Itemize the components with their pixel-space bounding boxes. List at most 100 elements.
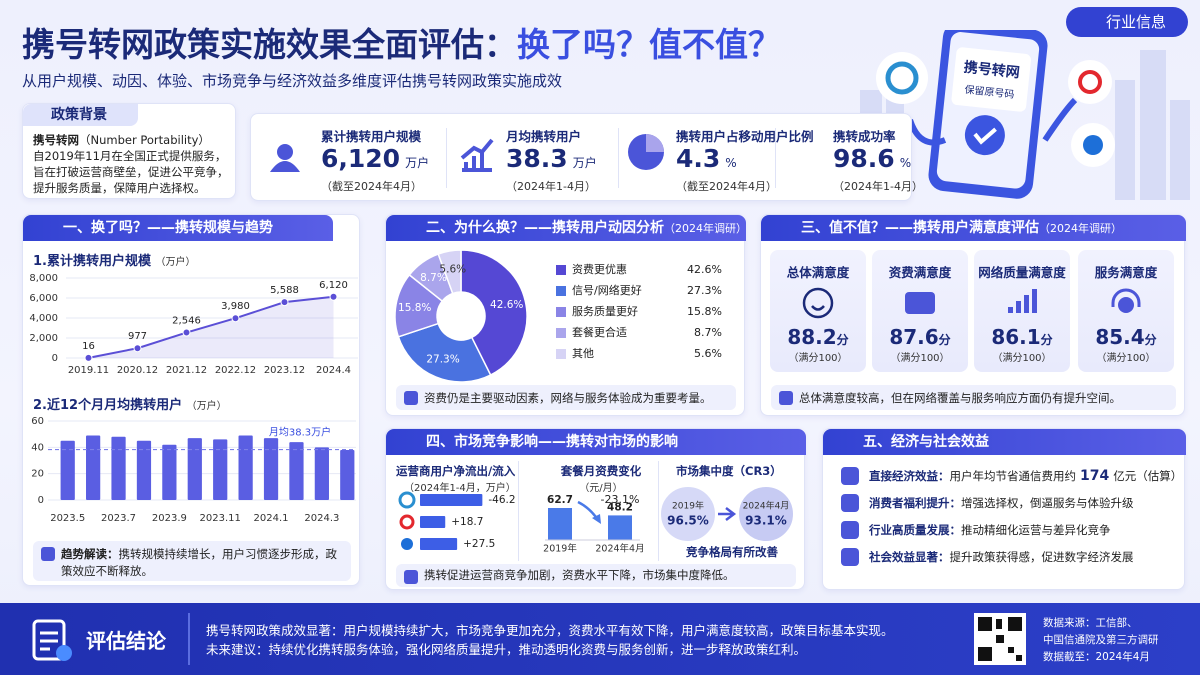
- kpi-value: 98.6: [833, 144, 895, 173]
- note: 趋势解读：携转规模持续增长，用户习惯逐步形成，政策效应不断释放。: [33, 541, 351, 581]
- card-unit: 分: [1040, 333, 1053, 347]
- section-header: 二、为什么换？——携转用户动因分析（2024年调研）: [386, 215, 747, 241]
- card-value-row: 87.6分: [872, 325, 968, 349]
- subtitle: 从用户规模、动因、体验、市场竞争与经济效益多维度评估携号转网政策实施成效: [22, 72, 563, 90]
- benefit-icon: [841, 521, 859, 539]
- card-full: （满分100）: [890, 353, 950, 364]
- section-title: 三、值不值？——携转用户满意度评估: [801, 220, 1039, 236]
- chart-unit: （万户）: [186, 401, 227, 412]
- unicom-logo: [1068, 60, 1112, 104]
- note-text: 总体满意度较高，但在网络覆盖与服务响应方面仍有提升空间。: [799, 391, 1121, 405]
- benefit-row: 消费者福利提升：增强选择权，倒逼服务与体验升级: [869, 495, 1134, 511]
- satisfaction-card: 总体满意度 88.2分 （满分100）: [770, 250, 866, 372]
- benefit-text: 用户年均节省通信费用约: [949, 469, 1077, 483]
- card-label: 总体满意度: [786, 265, 850, 280]
- footer-icon: [32, 619, 72, 661]
- chart-title-text: 套餐月资费变化: [560, 464, 642, 478]
- card-full: （满分100）: [992, 353, 1052, 364]
- card-value: 85.4: [1095, 325, 1145, 349]
- section-scale: 一、换了吗？——携转规模与趋势 1.累计携转用户规模 （万户） 2.近12个月月…: [22, 214, 360, 586]
- footer-line: 未来建议：持续优化携转服务体验，强化网络质量提升，推动透明化资费与服务创新，进一…: [206, 642, 807, 657]
- kpi-label: 月均携转用户: [506, 129, 582, 144]
- chart-unit: （万户）: [155, 257, 196, 268]
- section-title: 五、经济与社会效益: [863, 434, 989, 450]
- mobile-logo: [876, 52, 928, 104]
- kpi-unit: %: [899, 156, 912, 170]
- kpi-value: 6,120: [321, 144, 401, 173]
- benefit-row: 行业高质量发展：推动精细化运营与差异化竞争: [869, 522, 1111, 538]
- card-label: 服务满意度: [1094, 265, 1158, 280]
- kpi-unit: 万户: [405, 156, 430, 170]
- divider: [188, 613, 190, 665]
- section-title: 一、换了吗？——携转规模与趋势: [63, 220, 273, 236]
- note-label: 趋势解读：: [61, 547, 119, 561]
- kpi-value-row: 38.3 万户: [506, 144, 597, 173]
- title-highlight: 换了吗？值不值？: [517, 25, 781, 64]
- satisfaction-card: 服务满意度 85.4分 （满分100）: [1078, 250, 1174, 372]
- chart-subtitle: （元/月）: [579, 483, 623, 494]
- background-title-text: 政策背景: [51, 107, 107, 123]
- card-full: （满分100）: [788, 353, 848, 364]
- card-value-row: 85.4分: [1078, 325, 1174, 349]
- cr3-title: 市场集中度（CR3）: [676, 464, 782, 478]
- phone: 携号转网 保留原号码: [928, 30, 1048, 199]
- card-value: 87.6: [889, 325, 939, 349]
- section-header: 一、换了吗？——携转规模与趋势: [23, 215, 333, 241]
- badge: 行业信息: [1066, 7, 1188, 37]
- source-line: 中国信通院及第三方调研: [1043, 634, 1159, 646]
- chart-title-text: 2.近12个月月均携转用户: [33, 398, 183, 413]
- card-value-row: 86.1分: [974, 325, 1070, 349]
- chart-title: 1.累计携转用户规模 （万户）: [33, 250, 196, 269]
- kpi-value-row: 4.3%: [676, 144, 737, 173]
- background-line: 旨在打破运营商壁垒，促进公平竞争，: [33, 165, 229, 179]
- card-label: 网络质量满意度: [978, 265, 1066, 280]
- qr-code: [974, 613, 1026, 665]
- section-benefit: 五、经济与社会效益 直接经济效益：用户年均节省通信费用约 174 亿元（估算） 消费者…: [822, 428, 1186, 590]
- section-motive: 二、为什么换？——携转用户动因分析（2024年调研） 资费仍是主要驱动因素，网络…: [385, 214, 747, 416]
- section-market: 四、市场竞争影响——携转对市场的影响 运营商用户净流出/流入 （2024年1-4月…: [385, 428, 806, 590]
- chart-title: 运营商用户净流出/流入 （2024年1-4月，万户）: [396, 463, 516, 494]
- chart-title: 套餐月资费变化 （元/月）: [546, 463, 656, 494]
- title-main: 携号转网政策实施效果全面评估：: [22, 25, 517, 64]
- kpi-note: （截至2024年4月）: [676, 180, 777, 193]
- divider: [658, 461, 659, 561]
- chart-subtitle: （2024年1-4月，万户）: [404, 483, 516, 494]
- footer-line: 携号转网政策成效显著：用户规模持续扩大，市场竞争更加充分，资费水平有效下降，用户…: [206, 623, 894, 638]
- kpi-unit: 万户: [572, 156, 597, 170]
- section-satisfaction: 三、值不值？——携转用户满意度评估（2024年调研） 总体满意度较高，但在网络覆…: [760, 214, 1186, 416]
- footer: 评估结论 携号转网政策成效显著：用户规模持续扩大，市场竞争更加充分，资费水平有效…: [0, 603, 1200, 675]
- footer-title: 评估结论: [86, 629, 166, 653]
- benefit-label: 社会效益显著：: [869, 550, 950, 564]
- kpi-value-row: 98.6%: [833, 144, 911, 173]
- note: 携转促进运营商竞争加剧，资费水平下降，市场集中度降低。: [396, 564, 796, 587]
- benefit-highlight: 174: [1080, 468, 1110, 484]
- card-unit: 分: [1144, 333, 1157, 347]
- chart-title: 2.近12个月月均携转用户 （万户）: [33, 394, 227, 413]
- benefit-icon: [841, 548, 859, 566]
- section-tag: （2024年调研）: [664, 222, 747, 235]
- kpi-value-row: 6,120 万户: [321, 144, 429, 173]
- card-unit: 分: [836, 333, 849, 347]
- cr3-caption: 竞争格局有所改善: [686, 545, 778, 559]
- benefit-row: 社会效益显著：提升政策获得感，促进数字经济发展: [869, 549, 1134, 565]
- background-line: 自2019年11月在全国正式提供服务，: [33, 149, 227, 163]
- background-title: 政策背景: [23, 104, 138, 126]
- arrow: [1042, 97, 1078, 142]
- footer-text: 携号转网政策成效显著：用户规模持续扩大，市场竞争更加充分，资费水平有效下降，用户…: [206, 621, 894, 659]
- source-line: 数据来源：工信部、: [1043, 617, 1138, 629]
- background-line: （Number Portability）: [79, 133, 210, 147]
- divider: [518, 461, 519, 561]
- card-value: 86.1: [991, 325, 1041, 349]
- kpi-label: 携转用户占移动用户比例: [676, 129, 814, 144]
- kpi-label: 累计携转用户规模: [321, 129, 422, 144]
- benefit-label: 消费者福利提升：: [869, 496, 961, 510]
- footer-source: 数据来源：工信部、 中国信通院及第三方调研 数据截至：2024年4月: [1043, 615, 1159, 666]
- benefit-text: 增强选择权，倒逼服务与体验升级: [961, 496, 1134, 510]
- note-text: 携转规模持续增长，用户习惯逐步形成，政策效应不断释放。: [61, 547, 337, 578]
- benefit-suffix: 亿元（估算）: [1113, 469, 1183, 483]
- card-label: 资费满意度: [888, 265, 952, 280]
- section-header: 四、市场竞争影响——携转对市场的影响: [386, 429, 806, 455]
- background-box: 政策背景 携号转网（Number Portability） 自2019年11月在…: [22, 103, 236, 199]
- kpi-label: 携转成功率: [833, 129, 896, 144]
- card-full: （满分100）: [1096, 353, 1156, 364]
